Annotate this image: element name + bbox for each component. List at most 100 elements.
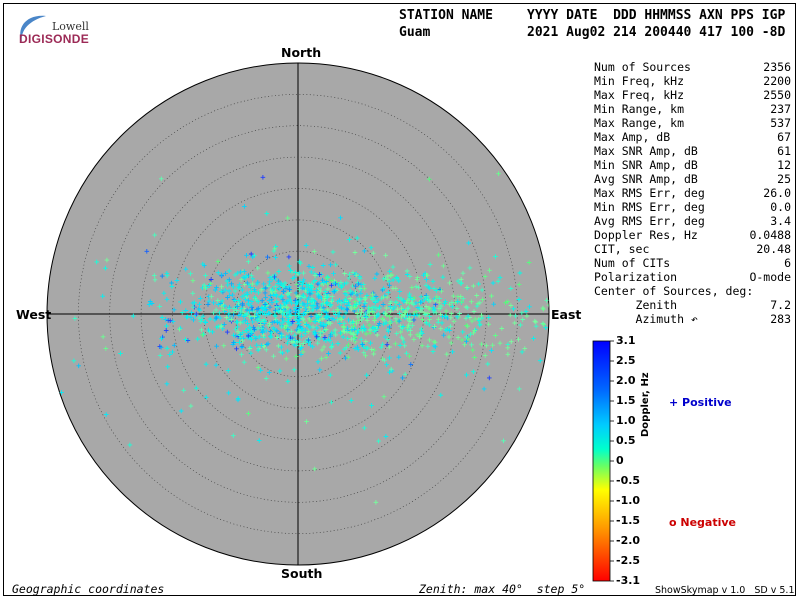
source-marker — [286, 284, 292, 290]
source-marker — [363, 300, 368, 305]
source-marker — [338, 300, 344, 306]
source-marker — [276, 309, 282, 315]
source-marker — [307, 291, 313, 297]
source-marker — [387, 321, 393, 326]
source-marker — [240, 338, 245, 344]
source-marker — [269, 297, 275, 302]
source-marker — [226, 268, 232, 274]
source-marker — [460, 329, 465, 335]
source-marker — [213, 307, 219, 313]
source-marker — [276, 269, 282, 274]
source-marker — [517, 270, 523, 276]
source-marker — [363, 339, 369, 344]
stat-value: 67 — [777, 130, 791, 144]
stat-label: Polarization — [594, 270, 678, 284]
source-marker — [443, 314, 448, 319]
source-marker — [191, 317, 196, 323]
source-marker — [405, 306, 410, 311]
source-marker — [274, 304, 279, 310]
source-marker — [389, 272, 395, 278]
source-marker — [269, 330, 274, 336]
source-marker — [407, 274, 413, 279]
source-marker — [284, 356, 289, 362]
source-marker — [439, 320, 445, 326]
header-values: 2021 Aug02 214 200440 417 100 -8D — [527, 25, 786, 40]
scale-label: 3.1 — [616, 334, 636, 347]
source-marker — [170, 319, 176, 324]
source-marker — [287, 287, 292, 292]
source-marker — [344, 303, 350, 308]
source-marker — [285, 327, 291, 332]
stat-label: Min Range, km — [594, 102, 685, 116]
source-marker — [516, 282, 522, 287]
source-marker — [383, 434, 389, 439]
source-marker — [306, 288, 312, 293]
source-marker — [279, 344, 284, 350]
source-marker — [460, 270, 466, 276]
scale-label: 2.5 — [616, 354, 636, 367]
source-marker — [225, 295, 230, 300]
source-marker — [348, 288, 353, 294]
source-marker — [203, 395, 209, 400]
source-marker — [459, 280, 464, 286]
source-marker — [348, 296, 353, 301]
source-marker — [479, 341, 484, 347]
source-marker — [438, 326, 444, 331]
source-marker — [479, 315, 485, 321]
source-marker — [252, 327, 257, 332]
source-marker — [326, 351, 331, 356]
source-marker — [248, 251, 254, 257]
source-marker — [503, 300, 508, 305]
stat-label: Max Amp, dB — [594, 130, 671, 144]
source-marker — [327, 303, 332, 308]
source-marker — [203, 320, 208, 325]
source-marker — [362, 425, 367, 431]
source-marker — [293, 338, 298, 343]
source-marker — [331, 271, 336, 276]
source-marker — [268, 333, 273, 339]
source-marker — [320, 301, 325, 306]
source-marker — [325, 300, 330, 305]
source-marker — [325, 307, 330, 313]
source-marker — [345, 336, 350, 341]
source-marker — [152, 232, 157, 238]
source-marker — [131, 313, 136, 319]
source-marker — [234, 308, 239, 313]
source-marker — [343, 298, 349, 303]
source-marker — [254, 318, 260, 323]
source-marker — [185, 338, 191, 343]
source-marker — [426, 305, 432, 311]
source-marker — [390, 286, 396, 291]
source-marker — [223, 271, 228, 276]
source-marker — [490, 342, 495, 348]
source-marker — [369, 347, 374, 352]
source-marker — [356, 328, 361, 333]
source-marker — [287, 322, 293, 328]
source-marker — [337, 350, 343, 356]
source-marker — [238, 308, 243, 314]
stat-value: 7.2 — [770, 298, 791, 312]
source-marker — [496, 171, 501, 176]
source-marker — [149, 301, 155, 306]
source-marker — [307, 318, 313, 324]
logo-lowell-text: Lowell — [52, 20, 89, 33]
source-marker — [373, 328, 379, 333]
source-marker — [259, 298, 265, 303]
source-marker — [366, 322, 372, 328]
source-marker — [335, 317, 340, 323]
compass-north: North — [281, 45, 322, 60]
source-marker — [351, 319, 356, 324]
source-marker — [218, 301, 224, 306]
source-marker — [301, 311, 306, 316]
source-marker — [35, 336, 40, 341]
source-marker — [482, 274, 488, 279]
source-marker — [436, 252, 441, 258]
source-marker — [171, 307, 177, 313]
source-marker — [281, 307, 286, 313]
source-marker — [256, 334, 262, 340]
source-marker — [434, 288, 439, 293]
source-marker — [387, 369, 392, 375]
source-marker — [338, 280, 344, 285]
source-marker — [316, 280, 322, 286]
source-marker — [323, 327, 329, 332]
